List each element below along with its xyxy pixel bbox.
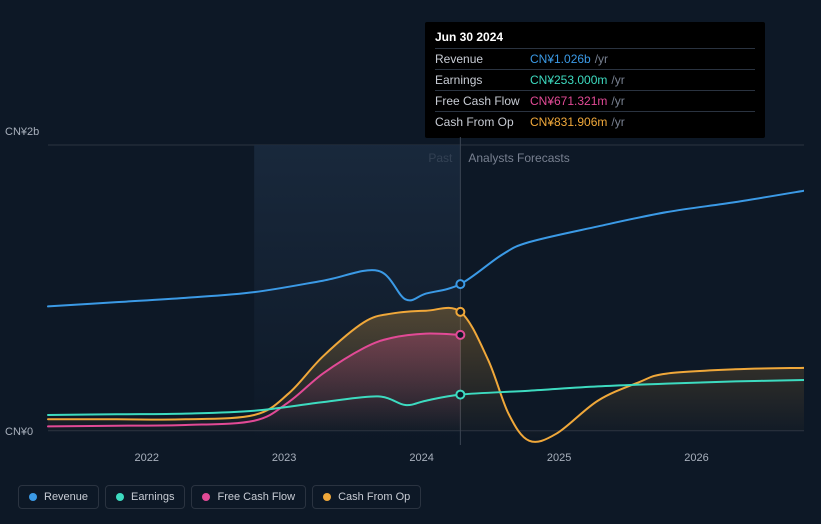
- x-axis-tick-label: 2023: [272, 452, 296, 464]
- legend-item-label: Cash From Op: [338, 491, 410, 503]
- tooltip-panel: Jun 30 2024 RevenueCN¥1.026b/yrEarningsC…: [425, 22, 765, 138]
- legend-dot-icon: [29, 493, 37, 501]
- legend-item-revenue[interactable]: Revenue: [18, 485, 99, 509]
- tooltip-date: Jun 30 2024: [435, 28, 755, 48]
- legend-dot-icon: [323, 493, 331, 501]
- tooltip-row-unit: /yr: [611, 93, 624, 109]
- tooltip-row: Free Cash FlowCN¥671.321m/yr: [435, 90, 755, 111]
- x-axis-tick-label: 2026: [684, 452, 708, 464]
- tooltip-row-value: CN¥1.026b: [530, 51, 591, 67]
- revenue-marker: [456, 280, 464, 288]
- tooltip-row: EarningsCN¥253.000m/yr: [435, 69, 755, 90]
- chart-svg: [18, 125, 804, 445]
- legend: Revenue Earnings Free Cash Flow Cash From O…: [18, 485, 421, 509]
- tooltip-row-unit: /yr: [595, 51, 608, 67]
- legend-item-label: Revenue: [44, 491, 88, 503]
- legend-dot-icon: [116, 493, 124, 501]
- x-axis-tick-label: 2025: [547, 452, 571, 464]
- tooltip-row: RevenueCN¥1.026b/yr: [435, 48, 755, 69]
- cash_op-marker: [456, 308, 464, 316]
- tooltip-row-label: Revenue: [435, 51, 530, 67]
- legend-item-label: Free Cash Flow: [217, 491, 295, 503]
- tooltip-row-label: Free Cash Flow: [435, 93, 530, 109]
- x-axis-tick-label: 2024: [409, 452, 433, 464]
- legend-item-earnings[interactable]: Earnings: [105, 485, 185, 509]
- fcf-marker: [456, 331, 464, 339]
- chart-area[interactable]: [18, 125, 804, 475]
- tooltip-row-label: Earnings: [435, 72, 530, 88]
- x-axis-tick-label: 2022: [134, 452, 158, 464]
- legend-item-fcf[interactable]: Free Cash Flow: [191, 485, 306, 509]
- tooltip-row-value: CN¥671.321m: [530, 93, 607, 109]
- legend-item-label: Earnings: [131, 491, 174, 503]
- legend-dot-icon: [202, 493, 210, 501]
- x-axis-labels: 2022 2023 2024 2025 2026: [48, 452, 804, 472]
- tooltip-row-unit: /yr: [611, 72, 624, 88]
- legend-item-cash_op[interactable]: Cash From Op: [312, 485, 421, 509]
- tooltip-row-value: CN¥253.000m: [530, 72, 607, 88]
- earnings-marker: [456, 391, 464, 399]
